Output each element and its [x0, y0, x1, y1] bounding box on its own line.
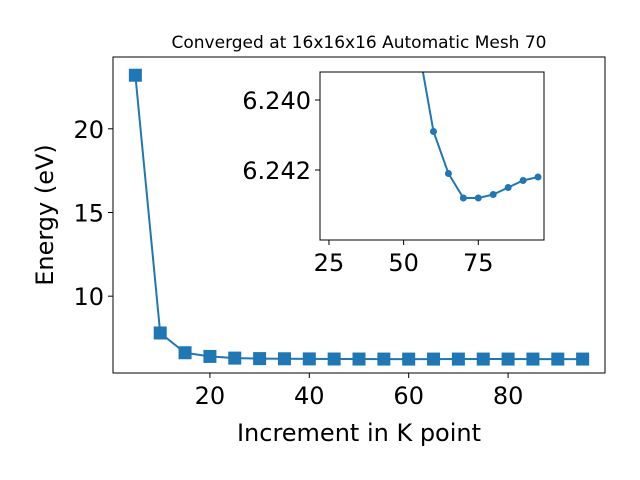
main-data-point	[277, 352, 291, 366]
main-data-point	[228, 351, 242, 365]
main-data-point	[402, 352, 416, 366]
main-data-point	[302, 352, 316, 366]
main-data-point	[128, 68, 142, 82]
main-data-point	[352, 352, 366, 366]
main-data-point	[377, 352, 391, 366]
main-data-point	[427, 352, 441, 366]
inset-data-point	[474, 194, 482, 202]
main-data-point	[327, 352, 341, 366]
main-data-point	[253, 352, 267, 366]
inset-y-axis: 6.240 6.242	[242, 87, 320, 185]
main-data-point	[476, 352, 490, 366]
inset-data-point	[519, 177, 527, 184]
main-y-tick-label: 15	[73, 199, 104, 227]
inset-data-point	[534, 173, 542, 181]
inset-data-point	[489, 191, 497, 198]
main-data-point	[451, 352, 465, 366]
main-data-point	[501, 352, 515, 366]
inset-background	[320, 72, 544, 240]
inset-x-axis: 25 50 75	[314, 240, 494, 277]
chart-title: Converged at 16x16x16 Automatic Mesh 70	[172, 33, 547, 53]
main-x-axis: 20 40 60 80	[195, 373, 524, 410]
inset-x-tick-label: 50	[388, 249, 419, 277]
inset-y-tick-label: 6.242	[242, 157, 311, 185]
inset-y-tick-label: 6.240	[242, 87, 311, 115]
main-series-line	[128, 68, 590, 366]
main-x-tick-label: 80	[493, 382, 524, 410]
main-x-tick-label: 20	[195, 382, 226, 410]
inset-plot-frame	[319, 71, 545, 241]
main-data-point	[551, 352, 565, 366]
x-axis-label: Increment in K point	[237, 419, 481, 447]
main-data-point	[203, 349, 217, 363]
main-y-axis: 10 15 20	[73, 116, 113, 311]
main-y-tick-label: 10	[73, 283, 104, 311]
y-axis-label: Energy (eV)	[31, 144, 59, 286]
inset-data-point	[459, 194, 467, 202]
inset-series-line	[421, 72, 542, 202]
inset-x-tick-label: 25	[314, 249, 345, 277]
inset-x-tick-label: 75	[463, 249, 494, 277]
inset-data-point	[444, 170, 452, 177]
main-y-tick-label: 20	[73, 116, 104, 144]
inset-data-point	[429, 128, 437, 135]
main-x-tick-label: 60	[393, 382, 424, 410]
main-data-point	[178, 346, 192, 360]
inset-data-point	[504, 184, 512, 191]
main-data-point	[153, 326, 167, 340]
main-data-point	[526, 352, 540, 366]
main-plot-frame	[112, 56, 606, 374]
main-data-point	[576, 352, 590, 366]
main-x-tick-label: 40	[294, 382, 325, 410]
